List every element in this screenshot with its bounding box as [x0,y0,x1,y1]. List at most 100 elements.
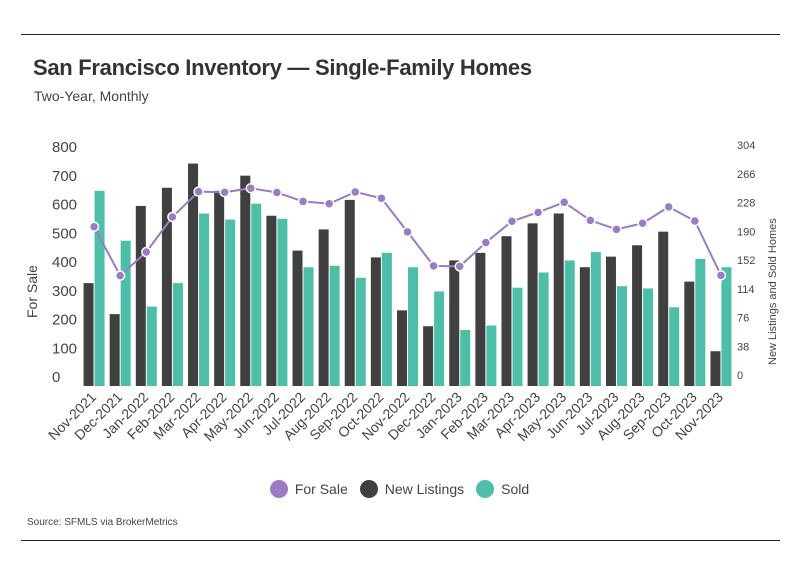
for-sale-point [532,207,544,218]
for-sale-point [402,226,413,238]
sold-bar [199,213,210,386]
y-tick-label: 800 [52,139,77,156]
x-axis-ticks: Nov-2021Dec-2021Jan-2022Feb-2022Mar-2022… [45,389,726,444]
sold-bar [721,267,732,386]
new-listings-bar [292,250,303,386]
y-tick-label: 0 [52,369,60,386]
sold-bar [538,272,549,386]
y-tick-label: 500 [52,225,77,242]
new-listings-bar [658,231,669,386]
for-sale-point [506,216,518,227]
for-sale-point [141,246,152,258]
new-listings-bar [109,314,120,386]
legend-item-for-sale[interactable]: For Sale [269,480,348,498]
new-listings-bar [632,245,643,386]
new-listings-bar [135,205,146,386]
legend-swatch-for-sale [269,480,288,498]
new-listings-bar [449,260,460,386]
for-sale-point [219,186,230,198]
sold-bar [460,330,471,386]
sold-bar [486,325,497,386]
sold-bar [329,265,340,386]
y2-tick-label: 190 [737,226,755,238]
new-listings-bar [475,252,486,386]
for-sale-point [428,260,439,272]
sold-bar [564,260,575,386]
new-listings-bar [527,223,538,386]
new-listings-bar [684,281,695,386]
new-listings-bar [397,310,407,386]
for-sale-point [663,201,674,213]
sold-bar [120,240,131,386]
sold-bar [277,218,288,386]
sold-bar [94,190,105,386]
legend-item-new-listings[interactable]: New Listings [359,480,464,498]
new-listings-bar [710,351,721,386]
sold-bar [146,306,157,386]
for-sale-point [611,224,622,235]
y-axis-title: For Sale [24,265,40,318]
bottom-rule [21,540,780,541]
for-sale-point [271,187,283,198]
y2-tick-label: 0 [737,370,743,382]
for-sale-point [376,193,387,204]
left-axis-ticks: 0 100 200 300 400 500 600 700 800 [52,139,77,386]
y2-tick-label: 304 [737,140,755,152]
y-tick-label: 600 [52,197,77,214]
new-listings-bar [161,187,172,386]
for-sale-point [558,197,570,208]
legend-label-for-sale: For Sale [294,481,348,497]
for-sale-point [88,221,100,232]
sold-bar [616,286,627,386]
legend-swatch-sold [476,480,495,498]
for-sale-point [114,270,126,281]
chart-subtitle: Two-Year, Monthly [34,88,149,104]
sold-bar [643,288,654,386]
sold-bar [695,258,706,386]
sold-bar [251,203,262,386]
for-sale-point [323,198,335,209]
sold-bar [355,277,366,386]
y-tick-label: 400 [52,254,77,271]
for-sale-point [715,270,727,281]
for-sale-line-group [88,182,727,281]
new-listings-bar [344,199,355,386]
legend-item-sold[interactable]: Sold [476,480,529,498]
sold-bar [669,307,680,386]
new-listings-bar [370,257,381,386]
sold-bar [172,283,183,386]
y-tick-label: 100 [52,340,77,357]
new-listings-bar [240,175,251,386]
new-listings-bar [188,163,199,386]
for-sale-point [480,237,492,248]
y2-tick-label: 266 [737,169,755,181]
y-tick-label: 200 [52,312,77,329]
sold-bar [381,252,392,386]
new-listings-bar [605,256,616,386]
for-sale-point [689,215,701,227]
chart-legend: For Sale New Listings Sold [0,480,799,498]
y-tick-label: 700 [52,168,77,185]
y2-tick-label: 76 [737,313,749,325]
sold-bar [434,291,445,386]
legend-label-sold: Sold [501,481,530,497]
chart-title: San Francisco Inventory — Single-Family … [33,55,532,80]
for-sale-point [454,261,465,272]
new-listings-bar [501,236,512,386]
right-axis-ticks: 0 38 76 114 152 190 228 266 304 [737,140,755,382]
source-note: Source: SFMLS via BrokerMetrics [27,517,178,528]
new-listings-bar [214,190,225,386]
for-sale-point [245,182,257,194]
y2-tick-label: 38 [737,341,749,353]
for-sale-point [350,186,361,198]
new-listings-bar [553,213,564,386]
y2-tick-label: 228 [737,198,755,210]
for-sale-point [167,211,178,223]
new-listings-bar [579,267,590,386]
new-listings-bar [318,229,329,386]
for-sale-point [637,218,648,229]
bars-group [83,163,732,386]
for-sale-point [297,196,309,207]
new-listings-bar [266,215,277,386]
